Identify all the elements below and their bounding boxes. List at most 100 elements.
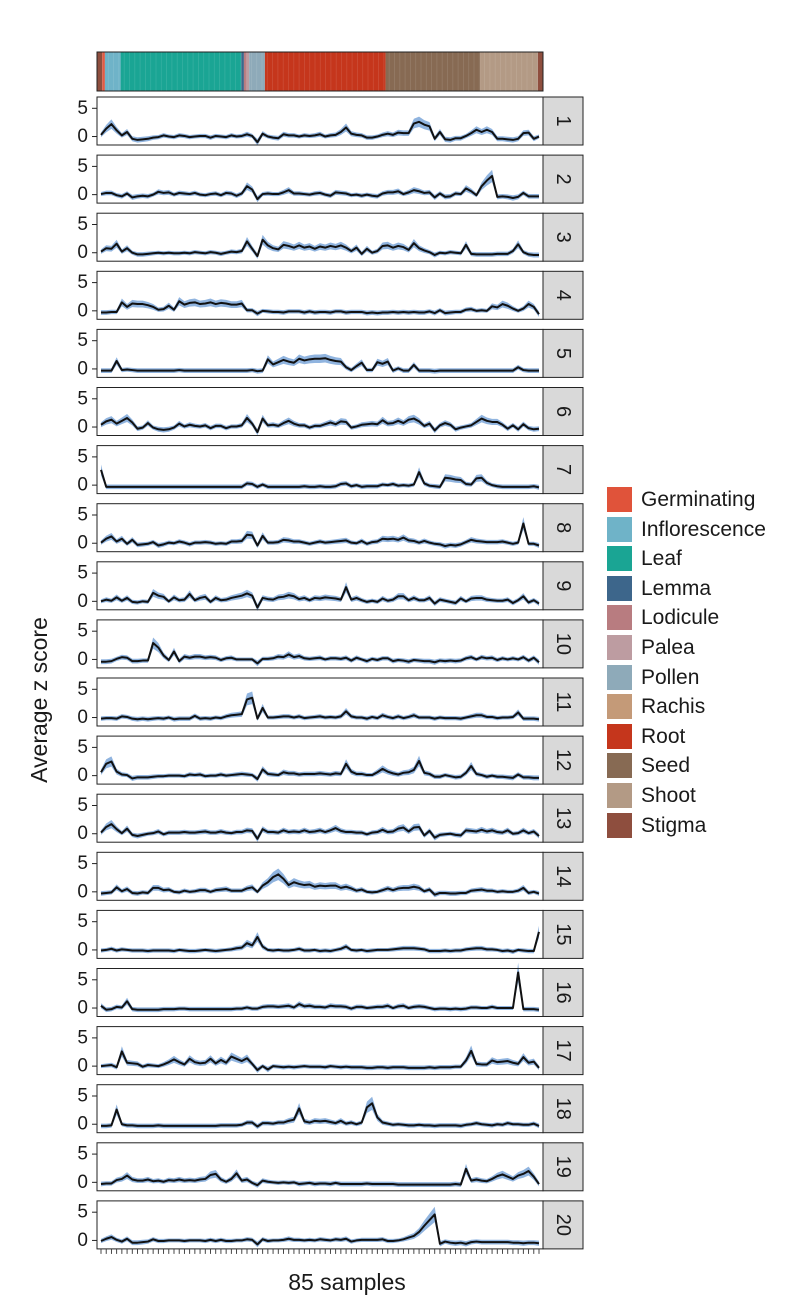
cluster-panel-2: 2 0 5 — [77, 154, 584, 205]
annotation-segment-root — [264, 52, 386, 91]
y-tick-label: 5 — [77, 621, 88, 642]
cluster-11-label: 11 — [552, 692, 574, 713]
cluster-13-label: 13 — [552, 807, 574, 829]
cluster-2-mean-line — [100, 174, 539, 201]
y-tick-label: 0 — [77, 242, 88, 263]
cluster-3-label: 3 — [552, 232, 574, 243]
y-tick-label: 5 — [77, 330, 88, 351]
cluster-1-mean-line — [100, 120, 540, 144]
cluster-panel-10: 10 0 5 — [77, 619, 584, 670]
legend-label: Root — [641, 724, 686, 748]
y-tick-label: 5 — [77, 969, 88, 990]
annotation-segment-inflorescence — [104, 52, 121, 91]
y-tick-label: 5 — [77, 795, 88, 816]
cluster-12-strip — [542, 735, 584, 785]
annotation-segment-germinating — [102, 52, 105, 91]
legend-label: Seed — [641, 754, 691, 778]
cluster-panel-5: 5 0 5 — [77, 328, 584, 379]
y-tick-label: 5 — [77, 214, 88, 235]
cluster-12-label: 12 — [552, 749, 574, 771]
cluster-4-label: 4 — [552, 290, 574, 301]
cluster-15-strip — [542, 909, 584, 959]
y-tick-label: 0 — [77, 184, 88, 205]
cluster-20-mean-line — [100, 1213, 540, 1246]
legend-label: Palea — [641, 635, 695, 659]
cluster-13-mean-line — [100, 823, 540, 840]
cluster-7-label: 7 — [552, 464, 574, 475]
cluster-panel-8: 8 0 5 — [77, 503, 584, 554]
panel-background — [97, 561, 543, 610]
cluster-6-confidence-band — [101, 414, 539, 436]
y-tick-label: 0 — [77, 533, 88, 554]
cluster-7-strip — [542, 445, 584, 495]
legend-label: Shoot — [641, 783, 696, 807]
y-tick-label: 0 — [77, 998, 88, 1019]
cluster-panel-11: 11 0 5 — [77, 677, 584, 728]
cluster-panel-13: 13 0 5 — [77, 793, 584, 844]
legend-swatch — [607, 694, 632, 720]
y-tick-label: 0 — [77, 1230, 88, 1251]
cluster-6-strip — [542, 387, 584, 436]
legend-label: Germinating — [641, 488, 756, 511]
annotation-segment-leaf — [120, 52, 242, 91]
cluster-8-label: 8 — [552, 522, 574, 533]
cluster-5-strip — [542, 328, 584, 378]
y-tick-label: 5 — [77, 272, 88, 293]
y-tick-label: 0 — [77, 881, 88, 902]
y-tick-label: 5 — [77, 1027, 88, 1048]
y-tick-label: 5 — [77, 911, 88, 932]
cluster-3-strip — [542, 212, 584, 262]
legend-swatch — [607, 664, 632, 690]
y-tick-label: 5 — [77, 563, 88, 584]
legend-label: Leaf — [641, 547, 682, 571]
cluster-9-confidence-band — [101, 582, 539, 611]
y-tick-label: 0 — [77, 591, 88, 612]
cluster-panel-14: 14 0 5 — [77, 851, 584, 902]
y-tick-label: 5 — [77, 388, 88, 409]
legend-swatch — [607, 753, 632, 779]
cluster-6-mean-line — [100, 416, 540, 434]
y-tick-label: 5 — [77, 156, 88, 177]
x-axis-label: 85 samples — [288, 1269, 406, 1295]
cluster-18-label: 18 — [552, 1098, 574, 1120]
cluster-4-mean-line — [101, 300, 540, 315]
y-tick-label: 0 — [77, 475, 88, 496]
legend-swatch — [607, 516, 632, 542]
panel-background — [97, 852, 543, 901]
cluster-14-strip — [542, 851, 584, 901]
cluster-4-strip — [542, 270, 584, 320]
legend-label: Inflorescence — [641, 517, 766, 541]
cluster-17-label: 17 — [552, 1039, 574, 1061]
annotation-segment-palea — [246, 52, 250, 91]
y-tick-label: 0 — [77, 1172, 88, 1193]
annotation-segment-lodicule — [243, 52, 247, 91]
legend-label: Stigma — [641, 813, 707, 837]
cluster-11-mean-line — [100, 696, 540, 721]
legend-swatch — [607, 546, 632, 572]
cluster-1-strip — [542, 96, 584, 146]
annotation-segment-stigma — [97, 52, 103, 91]
y-tick-label: 0 — [77, 823, 88, 844]
y-tick-label: 5 — [77, 98, 88, 119]
legend-label: Lemma — [641, 576, 712, 600]
legend-label: Rachis — [641, 695, 706, 719]
cluster-19-label: 19 — [552, 1156, 574, 1178]
legend-swatch — [607, 605, 632, 631]
cluster-panel-12: 12 0 5 — [77, 735, 584, 786]
cluster-5-confidence-band — [101, 353, 539, 374]
legend-label: Pollen — [641, 665, 700, 689]
cluster-8-strip — [542, 503, 584, 553]
y-tick-label: 5 — [77, 446, 88, 467]
cluster-18-mean-line — [101, 1102, 540, 1128]
cluster-9-mean-line — [100, 586, 540, 609]
y-tick-label: 5 — [77, 1144, 88, 1165]
cluster-9-label: 9 — [552, 580, 574, 591]
cluster-16-label: 16 — [552, 981, 574, 1003]
cluster-1-label: 1 — [552, 115, 574, 126]
y-axis-label: Average z score — [26, 617, 52, 783]
cluster-16-strip — [542, 968, 584, 1017]
y-tick-label: 0 — [77, 1056, 88, 1077]
